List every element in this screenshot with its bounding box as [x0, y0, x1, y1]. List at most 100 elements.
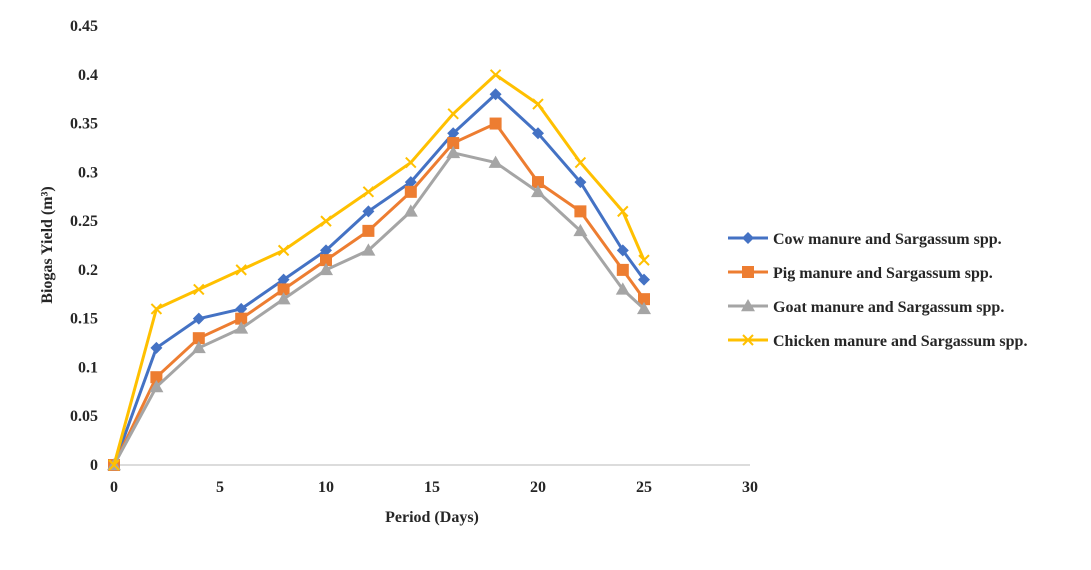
- series-square: [108, 117, 650, 471]
- data-point: [532, 176, 544, 189]
- data-point: [404, 185, 417, 198]
- legend-label: Cow manure and Sargassum spp.: [773, 231, 1002, 248]
- data-point: [574, 156, 587, 169]
- marker-stroke: [193, 283, 205, 296]
- marker-stroke: [742, 334, 754, 346]
- legend-swatch-marker: [742, 266, 754, 278]
- series-group: [107, 69, 651, 471]
- data-point: [320, 254, 332, 267]
- legend-entry: Pig manure and Sargassum spp.: [728, 265, 993, 282]
- legend-entry: Chicken manure and Sargassum spp.: [728, 333, 1027, 350]
- marker-stroke: [617, 205, 629, 218]
- data-point: [532, 127, 544, 140]
- marker-stroke: [150, 303, 163, 315]
- data-point: [150, 303, 163, 315]
- data-point: [531, 184, 545, 198]
- marker-stroke: [320, 215, 332, 227]
- x-tick-label: 20: [530, 479, 546, 496]
- data-point: [235, 264, 247, 276]
- data-point: [446, 145, 461, 159]
- marker-stroke: [532, 98, 544, 110]
- data-point: [488, 155, 503, 168]
- series-line: [112, 122, 646, 466]
- x-tick-label: 30: [742, 479, 758, 496]
- legend-label: Chicken manure and Sargassum spp.: [773, 333, 1027, 350]
- data-point: [277, 273, 290, 286]
- y-tick-label: 0.45: [70, 18, 98, 35]
- series-triangle: [107, 145, 651, 471]
- data-point: [574, 176, 587, 189]
- x-tick-label: 10: [318, 479, 334, 496]
- legend-swatch-marker: [742, 232, 754, 244]
- data-point: [616, 244, 629, 257]
- series-diamond: [108, 88, 650, 471]
- marker-stroke: [638, 254, 650, 266]
- data-point: [150, 371, 163, 384]
- data-point: [276, 292, 291, 305]
- data-point: [277, 244, 290, 257]
- data-point: [405, 156, 417, 169]
- x-tick-label: 0: [110, 479, 118, 496]
- y-tick-label: 0.3: [78, 164, 98, 181]
- data-point: [615, 282, 630, 295]
- y-tick-label: 0.15: [70, 311, 98, 328]
- marker-stroke: [362, 186, 375, 198]
- data-point: [489, 69, 502, 81]
- marker-stroke: [235, 264, 247, 276]
- data-point: [403, 204, 418, 217]
- y-tick-labels: 0 0.05 0.1 0.15 0.2 0.25 0.3 0.35 0.4 0.45: [70, 18, 98, 474]
- y-tick-label: 0.35: [70, 116, 98, 133]
- data-point: [638, 254, 650, 266]
- marker-stroke: [108, 459, 120, 471]
- y-tick-label: 0.05: [70, 408, 98, 425]
- data-point: [574, 205, 587, 218]
- marker-stroke: [405, 156, 417, 169]
- y-tick-label: 0.4: [78, 67, 98, 84]
- data-point: [532, 98, 544, 110]
- marker-stroke: [574, 156, 587, 169]
- x-tick-label: 25: [636, 479, 652, 496]
- data-point: [234, 321, 249, 334]
- series-x: [108, 69, 650, 471]
- y-tick-label: 0: [90, 457, 98, 474]
- y-tick-label: 0.25: [70, 213, 98, 230]
- data-point: [193, 283, 205, 296]
- data-point: [447, 108, 459, 120]
- data-point: [192, 312, 205, 325]
- data-point: [277, 283, 290, 296]
- data-point: [319, 262, 333, 276]
- x-tick-label: 15: [424, 479, 440, 496]
- data-point: [320, 215, 332, 227]
- data-point: [489, 117, 502, 130]
- data-point: [362, 224, 375, 237]
- data-point: [192, 332, 205, 345]
- data-point: [361, 243, 376, 256]
- data-point: [447, 137, 460, 150]
- data-point: [616, 263, 629, 276]
- y-tick-label: 0.1: [78, 359, 98, 376]
- data-point: [638, 293, 650, 306]
- y-tick-label: 0.2: [78, 262, 98, 279]
- marker-stroke: [489, 69, 502, 81]
- data-point: [108, 459, 120, 471]
- legend-swatch-marker: [742, 334, 754, 346]
- y-axis-title: Biogas Yield (m³): [39, 186, 56, 303]
- data-point: [638, 273, 650, 286]
- data-point: [447, 127, 460, 140]
- series-line: [112, 151, 646, 466]
- data-point: [191, 340, 206, 354]
- data-point: [404, 176, 417, 189]
- legend-entry: Cow manure and Sargassum spp.: [728, 231, 1002, 248]
- legend-entry: Goat manure and Sargassum spp.: [728, 299, 1004, 316]
- data-point: [489, 88, 502, 101]
- x-tick-labels: 0 5 10 15 20 25 30: [110, 479, 758, 496]
- legend-label: Pig manure and Sargassum spp.: [773, 265, 993, 282]
- x-tick-label: 5: [216, 479, 224, 496]
- legend-label: Goat manure and Sargassum spp.: [773, 299, 1004, 316]
- data-point: [149, 379, 164, 393]
- data-point: [637, 301, 651, 315]
- marker-stroke: [277, 244, 290, 257]
- series-line: [112, 92, 646, 466]
